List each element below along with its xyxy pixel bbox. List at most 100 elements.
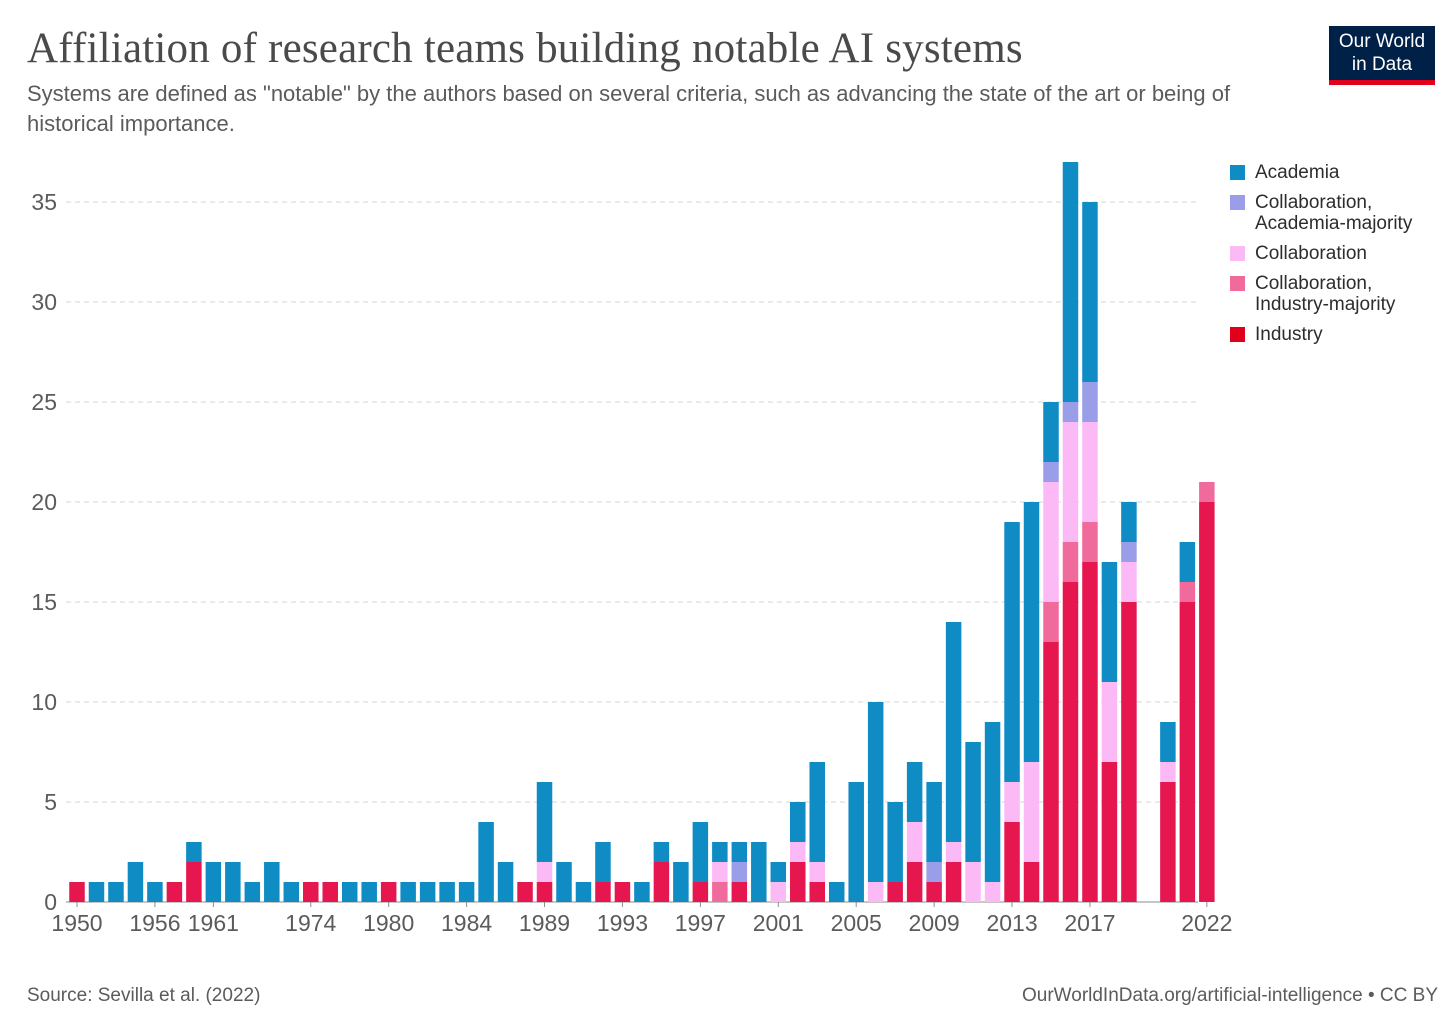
bar-segment[interactable] [108, 882, 124, 902]
legend-item-collab-academia-majority[interactable]: Collaboration, Academia-majority [1230, 192, 1454, 234]
bar-segment[interactable] [1023, 862, 1040, 902]
bar-segment[interactable] [731, 882, 748, 902]
bar-segment[interactable] [1121, 602, 1137, 902]
bar-segment[interactable] [497, 862, 514, 902]
bar-segment[interactable] [945, 862, 962, 902]
bar-segment[interactable] [1062, 582, 1079, 902]
bar-segment[interactable] [731, 862, 748, 882]
bar-segment[interactable] [1062, 162, 1079, 402]
bar-segment[interactable] [712, 882, 728, 902]
bar-segment[interactable] [1082, 382, 1098, 422]
bar-segment[interactable] [887, 802, 903, 882]
legend-item-collab-industry-majority[interactable]: Collaboration, Industry-majority [1230, 273, 1454, 315]
bar-segment[interactable] [303, 882, 319, 902]
bar-segment[interactable] [283, 882, 300, 902]
bar-segment[interactable] [166, 882, 183, 902]
bar-segment[interactable] [1062, 402, 1079, 422]
bar-segment[interactable] [731, 842, 748, 862]
bar-segment[interactable] [127, 862, 144, 902]
bar-segment[interactable] [712, 842, 728, 862]
bar-segment[interactable] [984, 722, 1001, 882]
legend-item-industry[interactable]: Industry [1230, 324, 1454, 345]
bar-segment[interactable] [380, 882, 397, 902]
bar-segment[interactable] [790, 842, 806, 862]
bar-segment[interactable] [867, 702, 884, 882]
bar-segment[interactable] [205, 862, 222, 902]
bar-segment[interactable] [1004, 522, 1020, 782]
bar-segment[interactable] [809, 882, 825, 902]
bar-segment[interactable] [634, 882, 650, 902]
bar-segment[interactable] [1043, 482, 1059, 602]
bar-segment[interactable] [887, 882, 903, 902]
bar-segment[interactable] [867, 882, 884, 902]
bar-segment[interactable] [906, 822, 923, 862]
bar-segment[interactable] [653, 862, 670, 902]
bar-segment[interactable] [1199, 482, 1215, 502]
bar-segment[interactable] [225, 862, 241, 902]
bar-segment[interactable] [751, 842, 767, 902]
bar-segment[interactable] [264, 862, 280, 902]
bar-segment[interactable] [458, 882, 475, 902]
bar-segment[interactable] [147, 882, 163, 902]
bar-segment[interactable] [809, 862, 825, 882]
legend-item-collaboration[interactable]: Collaboration [1230, 243, 1454, 264]
bar-segment[interactable] [1043, 402, 1059, 462]
bar-segment[interactable] [536, 882, 553, 902]
bar-segment[interactable] [1160, 722, 1176, 762]
bar-segment[interactable] [790, 862, 806, 902]
bar-segment[interactable] [400, 882, 416, 902]
bar-segment[interactable] [1160, 782, 1176, 902]
bar-segment[interactable] [1004, 782, 1020, 822]
legend-item-academia[interactable]: Academia [1230, 162, 1454, 183]
bar-segment[interactable] [965, 862, 981, 902]
bar-segment[interactable] [926, 882, 942, 902]
bar-segment[interactable] [244, 882, 261, 902]
bar-segment[interactable] [1004, 822, 1020, 902]
bar-segment[interactable] [1082, 202, 1098, 382]
bar-segment[interactable] [595, 882, 611, 902]
bar-segment[interactable] [945, 842, 962, 862]
bar-segment[interactable] [1082, 522, 1098, 562]
bar-segment[interactable] [945, 622, 962, 842]
bar-segment[interactable] [88, 882, 105, 902]
bar-segment[interactable] [1101, 762, 1118, 902]
bar-segment[interactable] [186, 842, 202, 862]
bar-segment[interactable] [536, 862, 553, 882]
bar-segment[interactable] [1043, 642, 1059, 902]
bar-segment[interactable] [653, 842, 670, 862]
bar-segment[interactable] [906, 862, 923, 902]
bar-segment[interactable] [69, 882, 85, 902]
bar-segment[interactable] [186, 862, 202, 902]
bar-segment[interactable] [1082, 422, 1098, 522]
bar-segment[interactable] [439, 882, 455, 902]
bar-segment[interactable] [770, 862, 787, 882]
bar-segment[interactable] [556, 862, 572, 902]
bar-segment[interactable] [1082, 562, 1098, 902]
bar-segment[interactable] [692, 822, 709, 882]
bar-segment[interactable] [1062, 422, 1079, 542]
bar-segment[interactable] [595, 842, 611, 882]
bar-segment[interactable] [1121, 562, 1137, 602]
bar-segment[interactable] [828, 882, 845, 902]
bar-segment[interactable] [770, 882, 787, 902]
bar-segment[interactable] [1160, 762, 1176, 782]
bar-segment[interactable] [322, 882, 338, 902]
bar-segment[interactable] [1179, 602, 1196, 902]
bar-segment[interactable] [341, 882, 358, 902]
bar-segment[interactable] [1101, 562, 1118, 682]
bar-segment[interactable] [906, 762, 923, 822]
bar-segment[interactable] [809, 762, 825, 862]
bar-segment[interactable] [1043, 462, 1059, 482]
bar-segment[interactable] [1043, 602, 1059, 642]
bar-segment[interactable] [790, 802, 806, 842]
bar-segment[interactable] [361, 882, 377, 902]
bar-segment[interactable] [1121, 502, 1137, 542]
owid-logo[interactable]: Our World in Data [1329, 26, 1435, 85]
bar-segment[interactable] [712, 862, 728, 882]
bar-segment[interactable] [1121, 542, 1137, 562]
bar-segment[interactable] [478, 822, 494, 902]
bar-segment[interactable] [926, 862, 942, 882]
bar-segment[interactable] [1023, 762, 1040, 862]
bar-segment[interactable] [673, 862, 689, 902]
bar-segment[interactable] [1199, 502, 1215, 902]
